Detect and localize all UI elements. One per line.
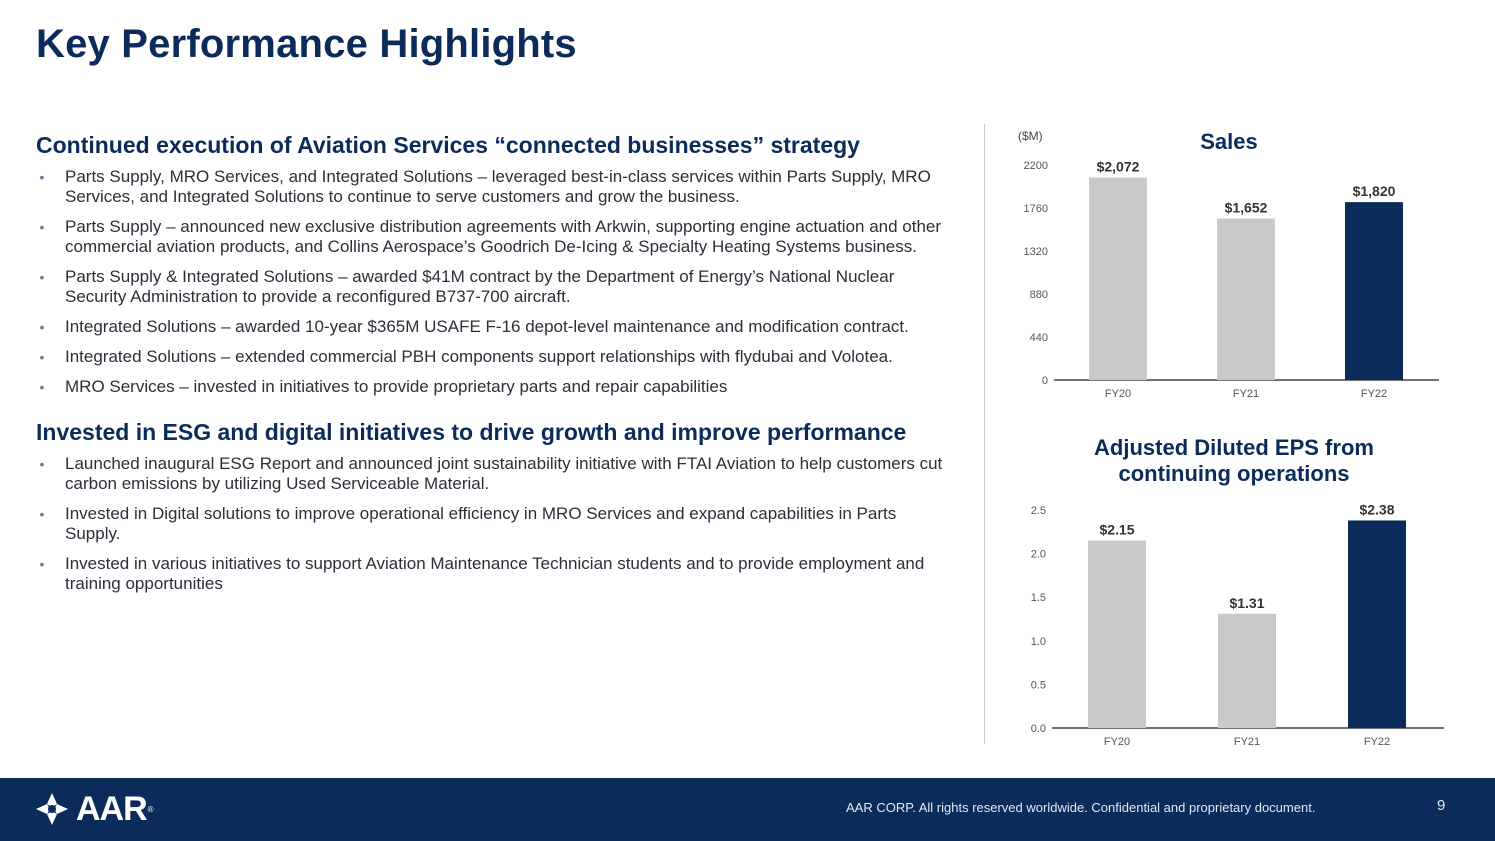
aar-star-logo-icon bbox=[36, 793, 68, 825]
y-tick-label: 2.5 bbox=[1031, 505, 1046, 517]
data-label-fy21: $1.31 bbox=[1229, 595, 1264, 611]
x-tick-label: FY20 bbox=[1104, 736, 1130, 748]
list-item: • Integrated Solutions – extended commerc… bbox=[36, 347, 951, 367]
x-tick-label: FY22 bbox=[1361, 388, 1387, 400]
data-label-fy20: $2.15 bbox=[1099, 522, 1134, 538]
list-item: • Parts Supply, MRO Services, and Integra… bbox=[36, 167, 951, 207]
aar-logo: AAR ® bbox=[34, 789, 154, 829]
sales-chart-svg: Sales ($M) 0 440 880 1320 1760 2200 $2,072 FY20 $1… bbox=[1018, 129, 1439, 400]
page-title: Key Performance Highlights bbox=[36, 22, 577, 66]
y-tick-label: 0 bbox=[1042, 375, 1048, 387]
bar-fy21 bbox=[1218, 613, 1276, 728]
y-tick-label: 2200 bbox=[1024, 160, 1048, 172]
x-tick-label: FY20 bbox=[1105, 388, 1131, 400]
bar-fy22 bbox=[1345, 202, 1403, 380]
bullet-dot-icon: • bbox=[39, 506, 45, 522]
bullet-list: • Launched inaugural ESG Report and annou… bbox=[36, 454, 951, 594]
data-label-fy22: $1,820 bbox=[1353, 183, 1396, 199]
chart-title: Adjusted Diluted EPS from bbox=[1094, 435, 1374, 460]
y-tick-label: 0.5 bbox=[1031, 679, 1046, 691]
bullet-dot-icon: • bbox=[39, 456, 45, 472]
x-tick-label: FY21 bbox=[1233, 388, 1259, 400]
bullet-dot-icon: • bbox=[39, 319, 45, 335]
y-tick-label: 440 bbox=[1030, 332, 1048, 344]
list-item: • Parts Supply – announced new exclusive … bbox=[36, 217, 951, 257]
y-tick-label: 1.5 bbox=[1031, 592, 1046, 604]
bar-fy21 bbox=[1217, 218, 1275, 380]
section-heading: Invested in ESG and digital initiatives … bbox=[36, 419, 907, 445]
list-item: • Integrated Solutions – awarded 10-year … bbox=[36, 317, 951, 337]
bullet-dot-icon: • bbox=[39, 169, 45, 185]
section-esg-digital: Invested in ESG and digital initiatives … bbox=[36, 419, 951, 594]
sales-chart: Sales ($M) 0 440 880 1320 1760 2200 $2,072 FY20 $1… bbox=[992, 120, 1472, 410]
bullet-dot-icon: • bbox=[39, 269, 45, 285]
bullet-list: • Parts Supply, MRO Services, and Integra… bbox=[36, 167, 951, 397]
section-connected-businesses: Continued execution of Aviation Services… bbox=[36, 132, 951, 397]
bullet-dot-icon: • bbox=[39, 219, 45, 235]
y-tick-label: 1760 bbox=[1024, 203, 1048, 215]
column-divider bbox=[984, 124, 985, 744]
eps-chart: Adjusted Diluted EPS from continuing oper… bbox=[992, 430, 1472, 760]
list-item: • Parts Supply & Integrated Solutions – a… bbox=[36, 267, 951, 307]
page-number: 9 bbox=[1437, 797, 1446, 814]
footer-bar: AAR ® AAR CORP. All rights reserved world… bbox=[0, 778, 1495, 841]
highlights-content: Continued execution of Aviation Services… bbox=[36, 132, 951, 604]
bullet-dot-icon: • bbox=[39, 556, 45, 572]
data-label-fy20: $2,072 bbox=[1097, 159, 1140, 175]
bullet-dot-icon: • bbox=[39, 349, 45, 365]
bar-fy20 bbox=[1089, 177, 1147, 380]
bullet-dot-icon: • bbox=[39, 379, 45, 395]
chart-title: continuing operations bbox=[1119, 461, 1350, 486]
y-tick-label: 1320 bbox=[1024, 246, 1048, 258]
list-item: • Invested in Digital solutions to improv… bbox=[36, 504, 951, 544]
logo-text: AAR bbox=[76, 789, 148, 828]
y-tick-label: 0.0 bbox=[1031, 723, 1046, 735]
logo-registered-mark: ® bbox=[147, 804, 154, 814]
data-label-fy22: $2.38 bbox=[1359, 501, 1394, 517]
y-tick-label: 1.0 bbox=[1031, 636, 1046, 648]
list-item: • Launched inaugural ESG Report and annou… bbox=[36, 454, 951, 494]
footer-note: AAR CORP. All rights reserved worldwide.… bbox=[846, 800, 1316, 815]
list-item: • MRO Services – invested in initiatives … bbox=[36, 377, 951, 397]
chart-title: Sales bbox=[1200, 129, 1258, 154]
x-tick-label: FY21 bbox=[1234, 736, 1260, 748]
section-heading: Continued execution of Aviation Services… bbox=[36, 132, 860, 158]
y-tick-label: 880 bbox=[1030, 289, 1048, 301]
bar-fy20 bbox=[1088, 540, 1146, 728]
y-tick-label: 2.0 bbox=[1031, 549, 1046, 561]
x-tick-label: FY22 bbox=[1364, 736, 1390, 748]
list-item: • Invested in various initiatives to supp… bbox=[36, 554, 951, 594]
axis-unit-label: ($M) bbox=[1018, 129, 1043, 143]
bar-fy22 bbox=[1348, 520, 1406, 728]
data-label-fy21: $1,652 bbox=[1225, 200, 1268, 216]
